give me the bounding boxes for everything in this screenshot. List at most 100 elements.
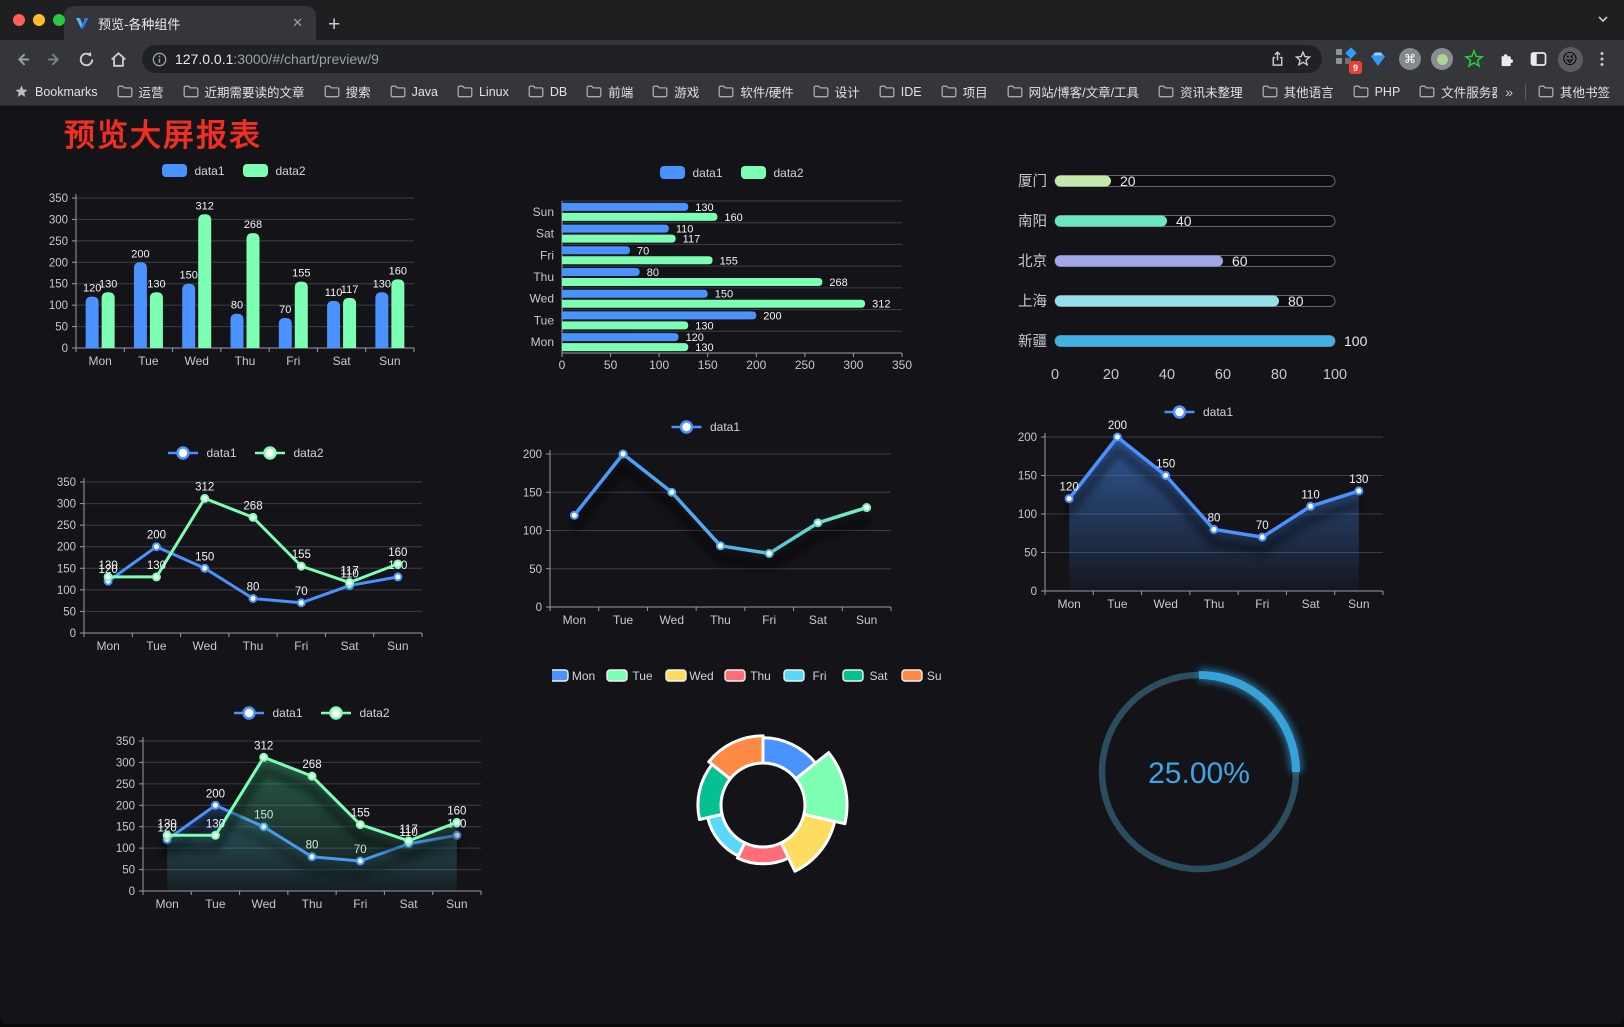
share-icon[interactable] [1269,50,1286,68]
svg-text:150: 150 [57,563,76,575]
extension-recorder-icon[interactable] [1428,45,1456,73]
legend-item[interactable]: Mon [547,669,595,683]
folder-icon [1262,85,1278,98]
chart-bar-grouped[interactable]: data1 data2 0 50 100 150 200 250 300 350 Mon Tue Wed… [40,149,470,371]
bookmark-folder-item[interactable]: PHP [1353,85,1400,99]
svg-text:Sat: Sat [333,354,352,368]
chart-gauge[interactable]: 25.00% [1058,641,1348,911]
extensions-puzzle-icon[interactable] [1492,45,1520,73]
bookmark-folder-item[interactable]: 项目 [941,82,988,101]
minimize-window-button[interactable] [33,14,45,26]
bookmark-star-icon[interactable] [1294,50,1312,68]
legend-item[interactable]: data2 [741,166,804,180]
back-button[interactable] [8,45,36,73]
svg-text:Tue: Tue [1107,597,1128,611]
new-tab-button[interactable]: + [328,13,341,36]
bookmarks-overflow-button[interactable]: » [1505,83,1513,100]
bookmark-label: 其他语言 [1283,86,1334,100]
bookmark-folder-item[interactable]: 近期需要读的文章 [183,82,305,101]
address-bar[interactable]: 127.0.0.1:3000/#/chart/preview/9 [142,45,1322,73]
svg-text:268: 268 [302,759,321,771]
profile-avatar[interactable]: 😜 [1556,45,1584,73]
bookmark-folder-item[interactable]: DB [528,85,567,99]
svg-text:Fri: Fri [762,613,776,627]
svg-text:100: 100 [57,585,76,597]
svg-text:160: 160 [388,547,407,559]
legend-item[interactable]: data1 [1164,405,1234,419]
chart-area-dual[interactable]: data1 data2 0 50 100 150 200 250 300 350 Mon Tue Wed… [98,672,488,918]
pie-slice-Sun[interactable] [707,734,765,781]
legend-item[interactable]: data2 [321,706,390,720]
legend-item[interactable]: data2 [255,446,324,460]
pie-slice-Thu[interactable] [735,841,791,866]
bookmark-label: 运营 [138,86,164,100]
svg-text:80: 80 [231,300,243,312]
legend-item[interactable]: data1 [162,164,225,178]
svg-text:117: 117 [399,824,417,836]
svg-text:0: 0 [559,358,566,371]
bookmark-folder-item[interactable]: IDE [879,85,922,99]
bookmark-label: Bookmarks [35,84,98,99]
bookmark-folder-item[interactable]: 资讯未整理 [1158,82,1243,101]
side-panel-icon[interactable] [1524,45,1552,73]
svg-text:312: 312 [254,740,273,752]
legend-item[interactable]: Sat [842,669,888,683]
tab-close-icon[interactable]: ✕ [292,15,303,30]
chart-line-gradient[interactable]: data1 0 50 100 150 200 Mon Tue Wed Thu Fri Sat Sun [503,397,898,632]
legend-item[interactable]: Sun [901,669,948,683]
legend-item[interactable]: Thu [724,669,771,683]
folder-icon [1419,85,1435,98]
close-window-button[interactable] [13,14,25,26]
svg-text:Wed: Wed [660,613,684,627]
zoom-window-button[interactable] [53,14,65,26]
legend-item[interactable]: data2 [243,164,306,178]
bookmark-folder-item[interactable]: 前端 [586,82,633,101]
bookmark-folder-item[interactable]: 网站/博客/文章/工具 [1007,82,1139,101]
bookmark-folder-item[interactable]: Linux [457,85,509,99]
legend-item[interactable]: data1 [234,706,303,720]
chart-line-dual[interactable]: data1 data2 0 50 100 150 200 250 300 350 Mon Tue Wed… [40,423,425,661]
extension-gem-icon[interactable] [1364,45,1392,73]
extension-green-star-icon[interactable] [1460,45,1488,73]
forward-button[interactable] [40,45,68,73]
c-ablue-svg: data1 0 50 100 150 200 Mon Tue Wed Thu Fri Sat Sun 12… [1018,405,1384,611]
reload-button[interactable] [72,45,100,73]
folder-icon [528,85,544,98]
bookmark-folder-item[interactable]: 游戏 [652,82,699,101]
legend-item[interactable]: Wed [665,669,714,683]
home-button[interactable] [104,45,132,73]
chart-progress-bars[interactable]: 厦门 20 南阳 40 北京 60 上海 80 新疆 100 0 20 40 60 80 100 [985,151,1380,386]
extension-command-icon[interactable]: ⌘ [1396,45,1424,73]
legend-item[interactable]: data1 [671,420,741,434]
pie-slice-Tue[interactable] [794,751,849,826]
other-bookmarks-folder[interactable]: 其他书签 [1538,82,1610,101]
extension-dashboard-icon[interactable]: 9 [1332,45,1362,74]
site-info-icon[interactable] [152,52,167,67]
legend-item[interactable]: data1 [168,446,237,460]
svg-text:Fri: Fri [813,669,827,683]
chart-rose-donut[interactable]: Mon Tue Wed Thu Fri Sat Sun [547,633,948,895]
chart-area-blue[interactable]: data1 0 50 100 150 200 Mon Tue Wed Thu Fri Sat Sun 12… [983,382,1388,618]
bookmark-folder-item[interactable]: 搜索 [324,82,371,101]
bookmark-folder-item[interactable]: 文件服务器 [1419,82,1497,101]
tab-search-chevron-icon[interactable] [1596,12,1610,26]
page-title: 预览大屏报表 [64,118,262,153]
bookmark-folder-item[interactable]: 运营 [117,82,164,101]
bookmark-folder-item[interactable]: Java [390,85,438,99]
menu-dots-icon[interactable] [1588,45,1616,73]
browser-tab[interactable]: 预览-各种组件 ✕ [64,6,316,40]
bookmark-folder-item[interactable]: 设计 [813,82,860,101]
svg-text:268: 268 [244,219,262,231]
legend-item[interactable]: Fri [783,669,827,683]
bookmark-folder-item[interactable]: 其他语言 [1262,82,1334,101]
bookmarks-manager-item[interactable]: Bookmarks [14,84,98,99]
url-text[interactable]: 127.0.0.1:3000/#/chart/preview/9 [175,51,1261,67]
pie-slice-Fri[interactable] [706,812,747,858]
svg-text:Sun: Sun [533,205,554,219]
pie-slice-Wed[interactable] [779,812,837,873]
legend-item[interactable]: data1 [660,166,723,180]
bookmark-folder-item[interactable]: 软件/硬件 [718,82,794,101]
chart-hbar-grouped[interactable]: data1 data2 0 50 100 150 200 250 300 350 Sun 130 160… [502,149,927,372]
legend-item[interactable]: Tue [606,669,653,683]
